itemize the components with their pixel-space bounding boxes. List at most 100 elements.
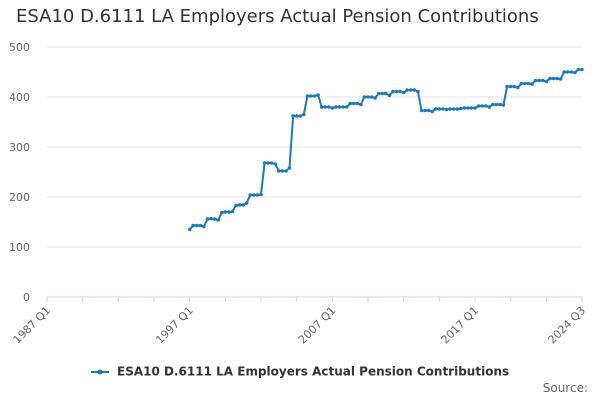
data-point[interactable] (480, 104, 484, 108)
data-point[interactable] (195, 223, 199, 228)
data-point[interactable] (387, 93, 392, 98)
data-point[interactable] (255, 193, 260, 197)
data-point[interactable] (319, 105, 324, 109)
data-point[interactable] (312, 94, 317, 98)
data-point[interactable] (291, 114, 295, 118)
legend[interactable]: ESA10 D.6111 LA Employers Actual Pension… (0, 364, 600, 379)
data-point[interactable] (508, 84, 513, 89)
data-point[interactable] (494, 102, 499, 107)
data-point[interactable] (519, 81, 524, 86)
data-point[interactable] (434, 107, 438, 111)
data-point[interactable] (430, 109, 435, 114)
data-point[interactable] (252, 193, 256, 197)
data-point[interactable] (444, 107, 449, 112)
data-point[interactable] (341, 105, 345, 109)
data-point[interactable] (241, 203, 245, 207)
data-point[interactable] (380, 91, 385, 96)
data-point[interactable] (441, 107, 445, 111)
data-point[interactable] (305, 94, 310, 98)
data-point[interactable] (227, 210, 231, 214)
data-point[interactable] (284, 169, 288, 173)
data-point[interactable] (523, 81, 527, 86)
data-point[interactable] (277, 169, 281, 173)
data-point[interactable] (458, 106, 463, 111)
data-point[interactable] (369, 95, 374, 99)
data-point[interactable] (298, 114, 303, 118)
data-point[interactable] (512, 84, 516, 89)
data-point[interactable] (473, 106, 477, 110)
data-point[interactable] (533, 78, 538, 83)
data-point[interactable] (469, 106, 474, 110)
data-point[interactable] (391, 89, 395, 94)
data-point[interactable] (362, 95, 367, 99)
data-point[interactable] (220, 210, 224, 215)
data-point[interactable] (334, 105, 338, 109)
data-point[interactable] (412, 88, 417, 92)
data-point[interactable] (198, 223, 203, 228)
data-point[interactable] (419, 108, 424, 113)
data-point[interactable] (580, 67, 584, 72)
data-point[interactable] (394, 89, 399, 94)
data-point[interactable] (573, 70, 577, 75)
data-point[interactable] (516, 85, 520, 90)
data-point[interactable] (359, 102, 363, 107)
data-point[interactable] (451, 107, 456, 111)
data-point[interactable] (555, 76, 559, 81)
data-point[interactable] (248, 193, 253, 197)
data-point[interactable] (569, 70, 574, 74)
data-point[interactable] (373, 96, 377, 100)
data-point[interactable] (462, 106, 467, 110)
data-point[interactable] (530, 82, 534, 86)
data-point[interactable] (269, 161, 274, 165)
data-point[interactable] (544, 79, 549, 84)
data-point[interactable] (498, 102, 502, 107)
data-point[interactable] (205, 217, 210, 221)
data-point[interactable] (273, 162, 278, 166)
data-point[interactable] (541, 78, 545, 83)
data-point[interactable] (455, 107, 460, 111)
data-point[interactable] (344, 105, 349, 109)
data-point[interactable] (366, 95, 370, 99)
data-point[interactable] (416, 89, 420, 94)
data-point[interactable] (466, 106, 470, 110)
data-point[interactable] (501, 103, 506, 107)
data-point[interactable] (234, 203, 238, 208)
data-point[interactable] (244, 201, 249, 205)
data-point[interactable] (262, 161, 267, 165)
data-point[interactable] (187, 227, 192, 232)
data-point[interactable] (491, 102, 495, 107)
data-point[interactable] (548, 76, 552, 81)
data-point[interactable] (405, 88, 410, 92)
data-point[interactable] (280, 169, 285, 173)
data-point[interactable] (426, 108, 431, 113)
data-point[interactable] (565, 70, 570, 74)
data-point[interactable] (409, 88, 413, 92)
data-point[interactable] (483, 104, 488, 108)
data-point[interactable] (237, 203, 242, 207)
data-point[interactable] (309, 94, 313, 98)
data-point[interactable] (437, 107, 442, 111)
data-point[interactable] (351, 101, 356, 106)
data-point[interactable] (526, 81, 531, 86)
data-point[interactable] (348, 101, 353, 106)
data-point[interactable] (216, 218, 220, 222)
data-point[interactable] (448, 107, 452, 111)
data-point[interactable] (337, 105, 342, 109)
data-point[interactable] (398, 89, 402, 94)
data-point[interactable] (230, 209, 235, 214)
data-point[interactable] (376, 91, 381, 96)
data-point[interactable] (316, 93, 320, 97)
data-point[interactable] (423, 108, 427, 113)
data-point[interactable] (223, 210, 228, 214)
data-point[interactable] (209, 216, 213, 221)
data-point[interactable] (537, 78, 541, 83)
data-point[interactable] (330, 106, 335, 110)
data-point[interactable] (476, 104, 481, 108)
data-point[interactable] (327, 105, 331, 109)
data-point[interactable] (558, 77, 563, 81)
data-point[interactable] (212, 217, 217, 221)
data-point[interactable] (562, 70, 566, 74)
data-point[interactable] (551, 76, 556, 81)
data-point[interactable] (576, 67, 581, 72)
data-point[interactable] (191, 223, 195, 228)
